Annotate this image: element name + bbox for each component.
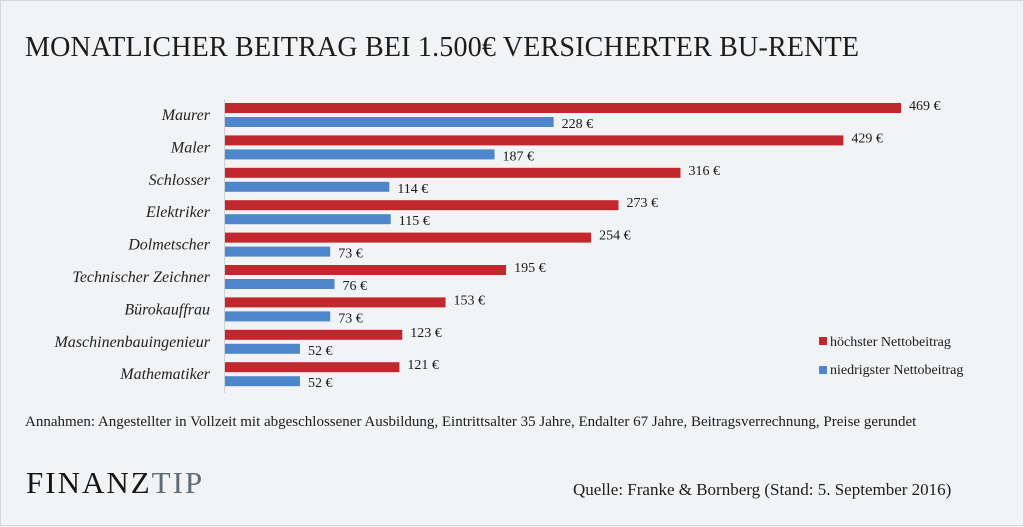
value-label-highest: 273 €: [626, 196, 658, 211]
bar-highest: [225, 265, 507, 275]
value-label-lowest: 115 €: [399, 214, 430, 229]
value-label-lowest: 114 €: [397, 182, 428, 197]
category-labels: Maurer Maler Schlosser Elektriker Dolmetsche…: [53, 107, 210, 383]
bar-lowest: [225, 376, 300, 387]
bar-lowest: [225, 181, 390, 192]
bar-lowest: [225, 343, 300, 354]
value-label-highest: 195 €: [514, 261, 546, 276]
bar-highest: [225, 232, 592, 243]
bar-highest: [225, 103, 901, 113]
logo-part-finanz: FINANZ: [26, 465, 152, 500]
category-label: Maurer: [161, 107, 211, 124]
bar-highest: [225, 167, 681, 178]
category-label: Maschinenbauingenieur: [53, 334, 210, 351]
value-label-lowest: 187 €: [503, 149, 534, 164]
value-label-highest: 254 €: [599, 229, 631, 244]
chart-title: MONATLICHER BEITRAG BEI 1.500€ VERSICHER…: [25, 32, 860, 63]
bar-highest: [225, 135, 844, 146]
bar-highest: [225, 329, 403, 340]
legend-label-lowest: niedrigster Nettobeitrag: [830, 363, 963, 378]
value-label-lowest: 52 €: [308, 376, 333, 391]
bar-lowest: [225, 279, 335, 289]
bar-lowest: [225, 214, 391, 225]
assumptions-note: Annahmen: Angestellter in Vollzeit mit a…: [25, 414, 917, 430]
bar-highest: [225, 362, 400, 373]
legend-swatch-lowest: [819, 366, 827, 374]
value-label-lowest: 52 €: [308, 344, 333, 359]
category-label: Mathematiker: [119, 366, 211, 383]
value-label-highest: 123 €: [410, 326, 442, 341]
logo-part-tip: TIP: [151, 465, 205, 500]
bar-highest: [225, 297, 446, 308]
value-label-highest: 429 €: [851, 131, 883, 146]
value-labels: 469 € 228 € 429 € 187 € 316 € 114 € 273 € 115 €…: [308, 99, 941, 391]
value-label-highest: 121 €: [407, 358, 439, 373]
category-label: Technischer Zeichner: [72, 269, 210, 286]
source-note: Quelle: Franke & Bornberg (Stand: 5. Sep…: [573, 480, 952, 499]
value-label-highest: 469 €: [909, 99, 941, 114]
value-label-lowest: 228 €: [562, 117, 594, 132]
value-label-highest: 316 €: [688, 164, 720, 179]
value-label-lowest: 76 €: [343, 279, 368, 294]
legend: höchster Nettobeitrag niedrigster Nettob…: [819, 335, 963, 378]
value-label-highest: 153 €: [454, 293, 486, 308]
bar-lowest: [225, 311, 331, 322]
bar-lowest: [225, 149, 495, 160]
bar-lowest: [225, 117, 554, 127]
category-label: Maler: [170, 139, 211, 156]
legend-label-highest: höchster Nettobeitrag: [830, 335, 951, 350]
bars: [225, 103, 901, 387]
value-label-lowest: 73 €: [338, 247, 363, 262]
bar-highest: [225, 200, 619, 211]
category-label: Bürokauffrau: [124, 301, 210, 318]
value-label-lowest: 73 €: [338, 311, 363, 326]
bar-lowest: [225, 246, 331, 257]
category-label: Schlosser: [149, 172, 211, 189]
category-label: Elektriker: [145, 204, 211, 221]
legend-swatch-highest: [819, 337, 827, 345]
finanztip-logo: FINANZTIP: [26, 465, 204, 501]
category-label: Dolmetscher: [127, 237, 211, 254]
